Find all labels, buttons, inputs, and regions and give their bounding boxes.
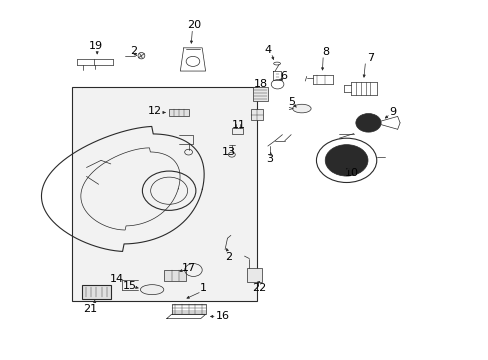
Text: 12: 12 [147, 107, 161, 116]
Circle shape [325, 145, 367, 176]
Text: 2: 2 [130, 46, 138, 56]
Bar [232, 128, 243, 134]
Text: 11: 11 [231, 120, 245, 130]
Text: 4: 4 [264, 45, 271, 55]
Text: 3: 3 [265, 154, 272, 163]
Ellipse shape [292, 104, 310, 113]
Text: 8: 8 [322, 47, 329, 57]
Text: 1: 1 [199, 283, 206, 293]
Circle shape [355, 113, 380, 132]
Bar [164, 270, 186, 281]
Bar [253, 87, 267, 102]
Text: 6: 6 [279, 71, 286, 81]
Text: 20: 20 [187, 19, 201, 30]
Text: 9: 9 [388, 107, 396, 117]
Ellipse shape [138, 53, 144, 59]
Text: 15: 15 [123, 281, 137, 291]
Text: 17: 17 [181, 262, 195, 273]
Text: 10: 10 [344, 168, 358, 178]
Text: 5: 5 [287, 97, 295, 107]
Text: 14: 14 [109, 274, 123, 284]
Bar [81, 285, 111, 298]
Ellipse shape [140, 285, 163, 295]
Text: 13: 13 [222, 147, 235, 157]
Text: 21: 21 [83, 303, 97, 314]
Text: 22: 22 [251, 283, 265, 293]
Bar [72, 87, 256, 301]
Text: 16: 16 [215, 311, 229, 321]
Bar [246, 267, 261, 282]
Text: 18: 18 [253, 79, 267, 89]
Text: 7: 7 [366, 53, 374, 63]
Bar [169, 109, 188, 116]
Text: 19: 19 [89, 41, 103, 51]
Bar [250, 109, 263, 120]
Text: 2: 2 [225, 252, 232, 262]
